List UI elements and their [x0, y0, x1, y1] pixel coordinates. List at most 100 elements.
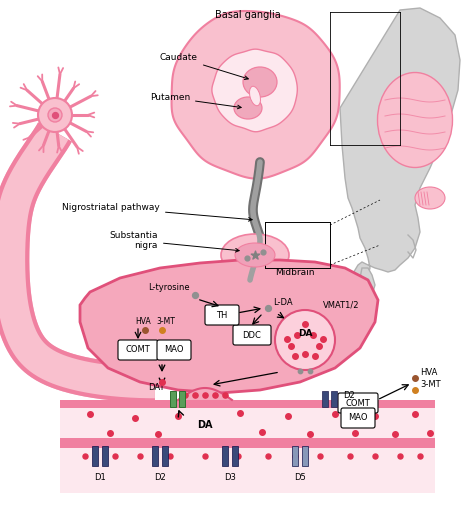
- Point: [411, 410, 419, 418]
- Point: [371, 412, 379, 420]
- Point: [306, 367, 314, 375]
- Ellipse shape: [415, 187, 445, 209]
- Point: [181, 391, 189, 399]
- Point: [296, 367, 304, 375]
- FancyBboxPatch shape: [341, 408, 375, 428]
- Point: [316, 452, 324, 460]
- Text: TH: TH: [216, 311, 228, 320]
- Point: [319, 335, 327, 343]
- Point: [315, 342, 323, 350]
- Circle shape: [38, 98, 72, 132]
- FancyBboxPatch shape: [331, 391, 337, 407]
- Text: DA: DA: [298, 329, 312, 338]
- Point: [411, 374, 419, 382]
- FancyBboxPatch shape: [322, 391, 328, 407]
- Circle shape: [48, 108, 62, 122]
- Text: DA: DA: [197, 420, 213, 430]
- Point: [251, 251, 259, 259]
- Polygon shape: [80, 260, 378, 393]
- Text: Putamen: Putamen: [150, 93, 241, 109]
- FancyBboxPatch shape: [233, 325, 271, 345]
- Text: Substantia
nigra: Substantia nigra: [109, 231, 239, 252]
- Polygon shape: [340, 8, 460, 288]
- Point: [174, 412, 182, 420]
- Point: [111, 452, 119, 460]
- FancyBboxPatch shape: [338, 393, 378, 413]
- Text: Midbrain: Midbrain: [275, 268, 315, 277]
- Polygon shape: [212, 49, 297, 132]
- Point: [243, 254, 251, 262]
- Point: [191, 391, 199, 399]
- Text: 3-MT: 3-MT: [156, 317, 175, 326]
- Point: [284, 412, 292, 420]
- FancyBboxPatch shape: [102, 446, 108, 466]
- Text: Nigrostriatal pathway: Nigrostriatal pathway: [62, 203, 252, 221]
- Text: VMAT1/2: VMAT1/2: [323, 301, 359, 310]
- Point: [264, 304, 272, 312]
- Point: [236, 409, 244, 417]
- Point: [211, 391, 219, 399]
- Text: DDC: DDC: [243, 331, 262, 339]
- Point: [351, 429, 359, 437]
- Point: [259, 248, 267, 256]
- Point: [391, 430, 399, 438]
- FancyBboxPatch shape: [92, 446, 98, 466]
- Text: D1: D1: [94, 473, 106, 482]
- FancyBboxPatch shape: [205, 305, 239, 325]
- Point: [287, 342, 295, 350]
- FancyBboxPatch shape: [152, 446, 158, 466]
- FancyBboxPatch shape: [118, 340, 158, 360]
- Point: [131, 414, 139, 422]
- Point: [311, 352, 319, 360]
- Text: D5: D5: [294, 473, 306, 482]
- Ellipse shape: [235, 243, 275, 267]
- Ellipse shape: [234, 97, 262, 119]
- Point: [346, 452, 354, 460]
- Point: [51, 111, 59, 119]
- Point: [154, 430, 162, 438]
- Point: [201, 452, 209, 460]
- Point: [301, 350, 309, 358]
- FancyBboxPatch shape: [162, 446, 168, 466]
- Point: [306, 430, 314, 438]
- Point: [158, 378, 166, 386]
- Text: COMT: COMT: [126, 346, 150, 355]
- Point: [258, 428, 266, 436]
- Polygon shape: [360, 268, 375, 295]
- Point: [141, 326, 149, 334]
- Point: [291, 452, 299, 460]
- Point: [166, 452, 174, 460]
- Ellipse shape: [221, 234, 289, 276]
- Point: [331, 410, 339, 418]
- Point: [396, 452, 404, 460]
- Point: [426, 429, 434, 437]
- FancyBboxPatch shape: [232, 446, 238, 466]
- Text: DAT: DAT: [148, 383, 165, 392]
- Point: [264, 452, 272, 460]
- Point: [416, 452, 424, 460]
- Point: [301, 320, 309, 328]
- Text: COMT: COMT: [346, 399, 370, 407]
- Ellipse shape: [249, 86, 261, 106]
- Ellipse shape: [377, 73, 453, 167]
- Text: MAO: MAO: [348, 414, 368, 423]
- Polygon shape: [172, 11, 340, 179]
- Point: [191, 291, 199, 299]
- Point: [106, 429, 114, 437]
- Text: D2: D2: [343, 392, 355, 401]
- Point: [221, 391, 229, 399]
- FancyBboxPatch shape: [157, 340, 191, 360]
- Point: [158, 326, 166, 334]
- Point: [136, 452, 144, 460]
- Text: HVA: HVA: [135, 317, 151, 326]
- Text: D2: D2: [154, 473, 166, 482]
- Point: [411, 386, 419, 394]
- Circle shape: [275, 310, 335, 370]
- Text: 3-MT: 3-MT: [420, 380, 441, 389]
- FancyBboxPatch shape: [302, 446, 308, 466]
- Text: L-tyrosine: L-tyrosine: [148, 283, 190, 292]
- Point: [291, 352, 299, 360]
- Text: L-DA: L-DA: [273, 298, 292, 307]
- Point: [293, 331, 301, 339]
- FancyBboxPatch shape: [292, 446, 298, 466]
